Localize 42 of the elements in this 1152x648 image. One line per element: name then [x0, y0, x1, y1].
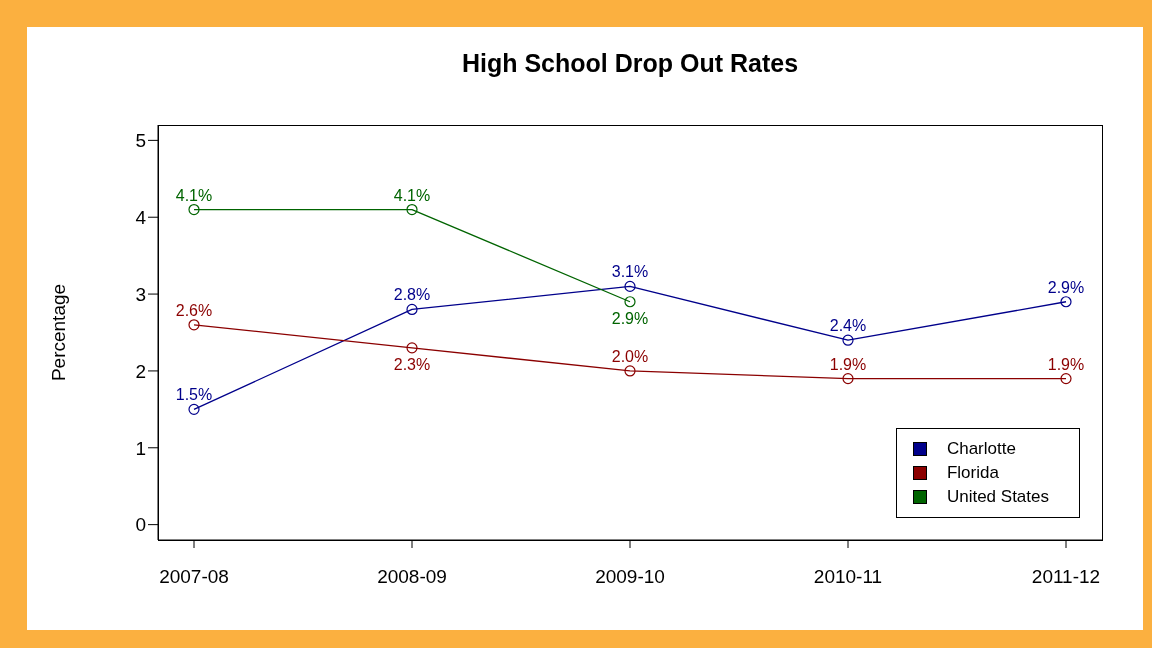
x-tick-label: 2010-11	[813, 566, 883, 588]
data-label: 1.5%	[175, 386, 213, 404]
data-label: 2.3%	[393, 355, 431, 373]
data-label: 2.9%	[611, 309, 649, 327]
data-label: 1.9%	[829, 355, 867, 373]
data-label: 2.8%	[393, 286, 431, 304]
data-label: 4.1%	[393, 186, 431, 204]
legend-label: Charlotte	[946, 439, 1016, 459]
legend-label: United States	[946, 487, 1049, 507]
point	[188, 203, 200, 216]
point	[624, 365, 636, 377]
point	[842, 334, 854, 346]
y-tick-label: 1	[135, 437, 146, 459]
x-tick-label: 2011-12	[1031, 566, 1101, 588]
x-tick-label: 2008-09	[377, 566, 447, 588]
data-label: 4.1%	[175, 186, 213, 204]
point	[406, 203, 418, 216]
point	[1060, 296, 1072, 308]
data-label: 2.0%	[611, 347, 649, 365]
data-label: 2.4%	[829, 317, 867, 335]
point	[406, 303, 418, 316]
y-axis-title: Percentage	[47, 283, 69, 382]
x-tick-label: 2009-10	[595, 566, 665, 588]
point	[188, 403, 200, 415]
point	[624, 296, 636, 308]
data-label: 3.1%	[611, 263, 649, 281]
chart-title: High School Drop Out Rates	[460, 49, 800, 78]
point	[624, 280, 636, 292]
data-label: 1.9%	[1047, 355, 1085, 373]
y-tick-label: 3	[135, 283, 146, 305]
y-tick-label: 4	[135, 206, 147, 228]
point	[406, 342, 418, 354]
y-tick-label: 0	[135, 514, 146, 536]
data-label: 2.9%	[1047, 278, 1085, 296]
point	[188, 319, 200, 331]
data-label: 2.6%	[175, 301, 213, 319]
y-tick-label: 5	[135, 130, 146, 152]
point	[1060, 373, 1072, 385]
point	[842, 373, 854, 385]
legend-label: Florida	[946, 463, 999, 483]
y-tick-label: 2	[135, 360, 146, 382]
x-tick-label: 2007-08	[159, 566, 229, 588]
